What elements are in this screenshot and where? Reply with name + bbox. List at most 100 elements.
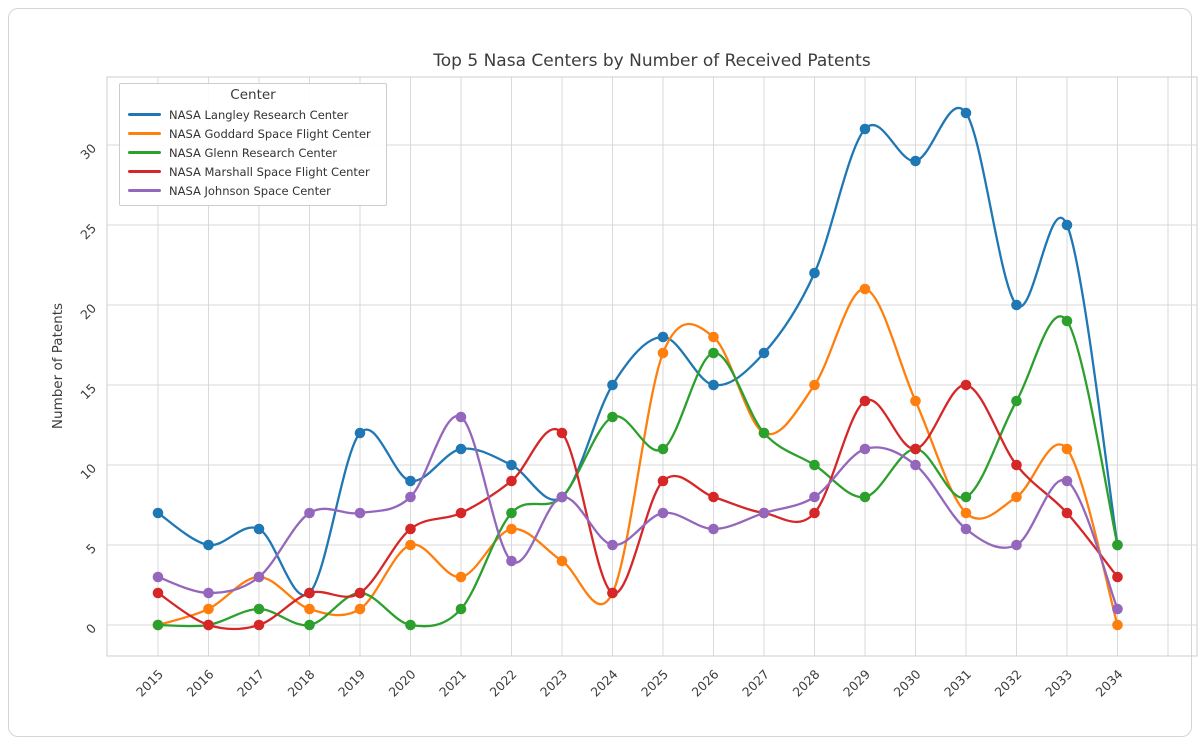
data-point: [1011, 459, 1022, 471]
data-point: [809, 459, 820, 471]
legend-row: NASA Goddard Space Flight Center: [120, 124, 386, 143]
data-point: [859, 123, 871, 135]
data-point: [1061, 507, 1073, 519]
series-line: [156, 414, 1119, 611]
data-point: [354, 587, 366, 599]
data-point: [1061, 475, 1073, 487]
data-point: [657, 347, 669, 359]
legend-line-swatch: [128, 132, 161, 135]
legend-row: NASA Johnson Space Center: [120, 181, 386, 200]
legend-line-swatch: [128, 170, 161, 173]
legend-row: NASA Glenn Research Center: [120, 143, 386, 162]
data-point: [708, 379, 719, 391]
data-point: [556, 555, 568, 567]
x-tick-label: 2031: [941, 667, 974, 700]
y-tick-label: 15: [77, 381, 99, 403]
data-point: [203, 619, 214, 631]
data-point: [506, 523, 517, 535]
data-point: [152, 619, 164, 631]
data-point: [657, 475, 669, 487]
data-point: [253, 603, 265, 615]
series-line: [156, 107, 1119, 597]
data-point: [506, 475, 517, 487]
data-point: [405, 475, 416, 487]
data-point: [1061, 315, 1073, 327]
data-point: [960, 379, 972, 391]
data-point: [1112, 539, 1123, 551]
data-point: [607, 411, 618, 423]
data-point: [405, 491, 416, 503]
data-point: [203, 539, 214, 551]
data-point: [960, 523, 972, 535]
y-tick-label: 5: [83, 541, 99, 557]
data-point: [809, 507, 820, 519]
legend-entry-label: NASA Glenn Research Center: [169, 145, 338, 160]
data-point: [1061, 443, 1073, 455]
data-point: [253, 523, 265, 535]
data-point: [758, 507, 770, 519]
x-tick-label: 2030: [891, 666, 924, 699]
data-point: [405, 523, 416, 535]
data-point: [708, 491, 719, 503]
legend: Center NASA Langley Research Center NASA …: [119, 83, 387, 206]
x-tick-label: 2032: [992, 667, 1025, 700]
data-point: [1112, 603, 1123, 615]
y-tick-label: 0: [83, 620, 99, 636]
x-tick-label: 2019: [335, 666, 368, 699]
x-tick-label: 2022: [487, 667, 520, 700]
data-point: [960, 507, 972, 519]
data-point: [405, 619, 416, 631]
data-point: [657, 507, 669, 519]
data-point: [455, 507, 467, 519]
y-tick-label: 20: [77, 300, 99, 322]
x-tick-label: 2028: [790, 666, 823, 699]
data-point: [708, 331, 719, 343]
data-point: [859, 491, 871, 503]
x-tick-label: 2021: [436, 667, 469, 700]
data-point: [960, 107, 972, 119]
x-tick-label: 2016: [184, 666, 217, 699]
data-point: [1011, 299, 1022, 311]
data-point: [657, 331, 669, 343]
data-point: [455, 443, 467, 455]
data-point: [152, 587, 164, 599]
data-point: [304, 619, 315, 631]
y-tick-label: 25: [77, 221, 99, 243]
data-point: [607, 379, 618, 391]
data-point: [708, 523, 719, 535]
data-point: [809, 491, 820, 503]
x-tick-label: 2033: [1042, 667, 1075, 700]
x-tick-label: 2034: [1093, 666, 1126, 699]
data-point: [708, 347, 719, 359]
x-tick-label: 2015: [133, 667, 166, 700]
data-point: [758, 347, 770, 359]
data-point: [1061, 219, 1073, 231]
data-point: [455, 603, 467, 615]
data-point: [253, 571, 265, 583]
legend-entries: NASA Langley Research Center NASA Goddard…: [120, 105, 386, 200]
legend-entry-label: NASA Langley Research Center: [169, 107, 349, 122]
axes-spines: [106, 76, 1198, 657]
data-point: [152, 507, 164, 519]
data-point: [556, 491, 568, 503]
legend-entry-label: NASA Johnson Space Center: [169, 183, 331, 198]
data-point: [304, 507, 315, 519]
data-point: [657, 443, 669, 455]
legend-title: Center: [230, 87, 276, 103]
data-point: [354, 427, 366, 439]
x-tick-label: 2025: [638, 667, 671, 700]
data-point: [405, 539, 416, 551]
data-point: [910, 155, 921, 167]
data-point: [253, 619, 265, 631]
y-tick-label: 10: [77, 460, 99, 482]
data-point: [859, 395, 871, 407]
series-line: [156, 287, 1119, 627]
data-point: [556, 427, 568, 439]
data-point: [455, 571, 467, 583]
legend-row: NASA Marshall Space Flight Center: [120, 162, 386, 181]
data-point: [455, 411, 467, 423]
data-point: [1112, 571, 1123, 583]
x-tick-label: 2023: [537, 667, 570, 700]
x-tick-label: 2017: [234, 667, 267, 700]
